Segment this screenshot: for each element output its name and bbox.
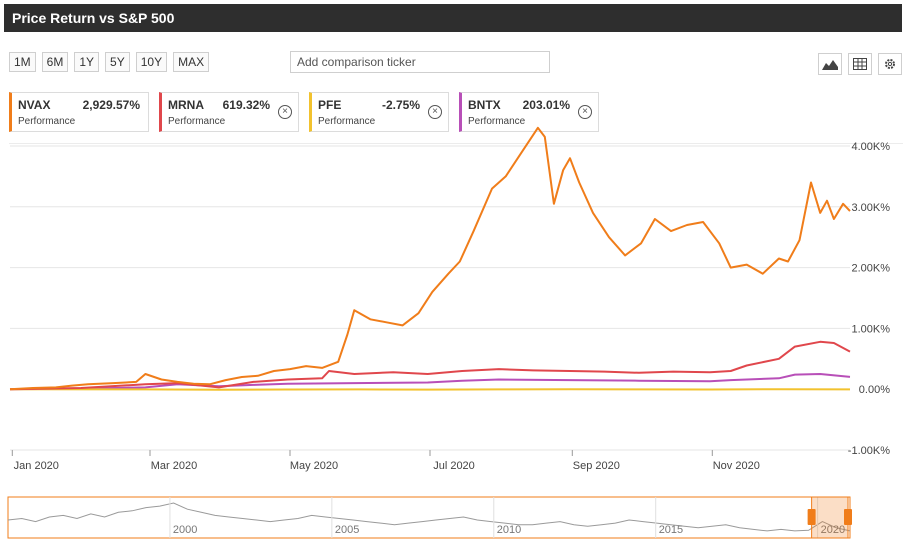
- navigator-handle-right: [844, 509, 852, 525]
- gear-icon: [885, 59, 895, 69]
- navigator-year-label: 2010: [497, 524, 521, 536]
- x-tick-label: May 2020: [290, 460, 338, 472]
- navigator-year-label: 2000: [173, 524, 197, 536]
- x-tick-label: Jul 2020: [433, 460, 475, 472]
- legend-ticker: PFE: [318, 98, 342, 112]
- x-tick-label: Jan 2020: [14, 460, 59, 472]
- series-legend: NVAX 2,929.57% Performance MRNA 619.32% …: [9, 92, 599, 132]
- series-line-pfe: [9, 388, 851, 391]
- remove-series-icon[interactable]: ×: [278, 105, 292, 119]
- navigator-handle-left: [807, 509, 816, 525]
- legend-sublabel: Performance: [18, 116, 76, 127]
- table-icon: [853, 58, 867, 70]
- navigator-series-line: [7, 502, 851, 532]
- y-tick-label: 1.00K%: [851, 323, 890, 335]
- y-tick-label: 4.00K%: [851, 141, 890, 153]
- legend-value: 203.01%: [522, 98, 570, 112]
- range-1y-button[interactable]: 1Y: [74, 52, 100, 72]
- y-tick-label: 0.00%: [859, 384, 890, 396]
- range-1m-button[interactable]: 1M: [9, 52, 36, 72]
- chart-title-bar: Price Return vs S&P 500: [4, 4, 902, 32]
- range-selector: 1M 6M 1Y 5Y 10Y MAX: [9, 52, 210, 72]
- chart-tools: [818, 53, 902, 75]
- navigator-year-label: 2020: [821, 524, 845, 536]
- navigator-frame: [7, 496, 851, 539]
- series-line-nvax: [9, 126, 851, 391]
- series-line-mrna: [9, 340, 851, 391]
- x-tick-label: Nov 2020: [713, 460, 760, 472]
- legend-value: -2.75%: [381, 98, 420, 112]
- y-tick-label: -1.00K%: [848, 445, 890, 457]
- range-max-button[interactable]: MAX: [173, 52, 210, 72]
- navigator-selection: [811, 496, 849, 539]
- legend-sublabel: Performance: [318, 116, 376, 127]
- legend-sublabel: Performance: [468, 116, 526, 127]
- range-5y-button[interactable]: 5Y: [105, 52, 130, 72]
- x-tick-label: Mar 2020: [151, 460, 197, 472]
- divider: [9, 143, 903, 144]
- series-line-bntx: [9, 373, 851, 391]
- range-6m-button[interactable]: 6M: [41, 52, 69, 72]
- page-title: Price Return vs S&P 500: [12, 10, 175, 26]
- legend-ticker: BNTX: [468, 98, 501, 112]
- navigator-year-label: 2005: [335, 524, 359, 536]
- legend-value: 2,929.57%: [82, 98, 140, 112]
- y-tick-label: 3.00K%: [851, 202, 890, 214]
- settings-button[interactable]: [878, 53, 902, 75]
- legend-card-pfe[interactable]: PFE -2.75% Performance ×: [309, 92, 449, 132]
- legend-sublabel: Performance: [168, 116, 226, 127]
- remove-series-icon[interactable]: ×: [428, 105, 442, 119]
- legend-ticker: MRNA: [168, 98, 204, 112]
- legend-card-bntx[interactable]: BNTX 203.01% Performance ×: [459, 92, 599, 132]
- table-view-button[interactable]: [848, 53, 872, 75]
- range-10y-button[interactable]: 10Y: [135, 52, 168, 72]
- mountain-chart-button[interactable]: [818, 53, 842, 75]
- legend-ticker: NVAX: [18, 98, 51, 112]
- mountain-chart-icon: [822, 60, 838, 70]
- navigator-year-label: 2015: [659, 524, 683, 536]
- remove-series-icon[interactable]: ×: [578, 105, 592, 119]
- legend-value: 619.32%: [222, 98, 270, 112]
- y-tick-label: 2.00K%: [851, 263, 890, 275]
- x-tick-label: Sep 2020: [573, 460, 620, 472]
- legend-card-nvax[interactable]: NVAX 2,929.57% Performance: [9, 92, 149, 132]
- legend-card-mrna[interactable]: MRNA 619.32% Performance ×: [159, 92, 299, 132]
- comparison-ticker-input[interactable]: Add comparison ticker: [290, 51, 550, 73]
